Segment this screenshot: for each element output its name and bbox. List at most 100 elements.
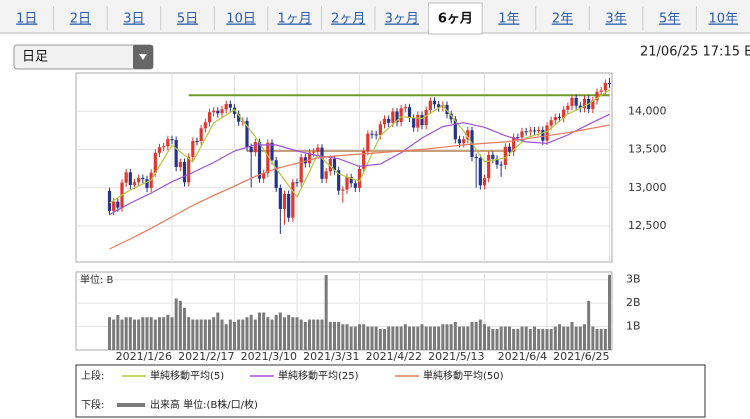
volume-bar (187, 317, 191, 350)
volume-bar (133, 319, 137, 350)
legend-label: 単純移動平均(50) (423, 369, 504, 382)
candle-body (395, 111, 399, 123)
volume-bar (520, 326, 524, 350)
tab[interactable]: 5年 (659, 12, 680, 27)
candle-body (357, 168, 362, 188)
candle-body (274, 160, 278, 188)
volume-bar (283, 317, 287, 350)
legend: 上段: 単純移動平均(5) 単純移動平均(25) 単純移動平均(50) 下段: 出来高 単… (81, 369, 504, 411)
volume-bar (462, 326, 466, 350)
volume-bar (166, 314, 170, 350)
candle-body (416, 115, 420, 128)
candle-body (324, 171, 328, 179)
volume-bar (441, 324, 445, 350)
volume-bar (233, 321, 237, 350)
candle-body (595, 91, 599, 101)
candle-body (228, 103, 232, 108)
tab[interactable]: 1ヶ月 (278, 12, 312, 27)
candle-body (399, 108, 403, 123)
volume-bar (174, 298, 178, 350)
x-tick-label: 2021/4/22 (366, 350, 422, 363)
dropdown[interactable]: 日足 (13, 44, 154, 70)
candle-body (132, 182, 137, 186)
tab[interactable]: 5日 (177, 12, 198, 27)
volume-bar (249, 314, 253, 350)
tab[interactable]: 3日 (123, 12, 144, 27)
candle-body (307, 152, 312, 164)
volume-bar (216, 312, 220, 350)
tab[interactable]: 3ヶ月 (385, 12, 419, 27)
legend-label: 単純移動平均(5) (150, 369, 224, 382)
volume-bar (533, 326, 537, 350)
volume-bar (545, 328, 549, 350)
tab[interactable]: 6ヶ月 (438, 12, 473, 27)
candle-body (412, 117, 416, 128)
volume-bar (353, 326, 357, 350)
tab[interactable]: 2年 (552, 12, 573, 27)
candle-body (366, 133, 370, 152)
tab[interactable]: 2ヶ月 (331, 12, 365, 27)
candle-body (266, 142, 270, 174)
volume-bar (474, 321, 478, 350)
volume-bar (541, 328, 545, 350)
volume-bar (587, 300, 591, 350)
candle-body (591, 100, 595, 109)
tab[interactable]: 2日 (70, 12, 91, 27)
candle-body (574, 97, 578, 106)
candle-body (499, 164, 503, 166)
volume-bar (162, 317, 166, 350)
candle-body (478, 158, 482, 186)
candle-body (445, 104, 449, 115)
volume-tick-label: 3B (626, 273, 641, 286)
volume-bar (195, 319, 199, 350)
candle-body (524, 131, 528, 133)
candle-body (457, 139, 462, 144)
volume-bar (428, 326, 432, 350)
volume-bar (433, 326, 437, 350)
candle-body (295, 182, 299, 184)
candle-body (549, 120, 553, 126)
tab[interactable]: 10日 (226, 12, 256, 27)
volume-bar (324, 275, 328, 350)
tab-selected[interactable] (428, 2, 483, 35)
candle-body (170, 139, 174, 141)
tab[interactable]: 1日 (16, 12, 37, 27)
candle-body (153, 152, 157, 173)
candle-body (599, 90, 603, 92)
candle-body (353, 183, 357, 188)
volume-bar (308, 319, 312, 350)
legend-box (75, 364, 706, 418)
candle-body (287, 193, 291, 218)
x-tick-label: 2021/5/13 (428, 350, 484, 363)
volume-bar (228, 319, 232, 350)
candle-body (303, 157, 307, 164)
y-tick-label: 13,500 (628, 143, 667, 156)
candle-body (566, 105, 570, 110)
candle-body (370, 133, 374, 135)
candle-body (199, 128, 203, 142)
candle-body (362, 151, 366, 169)
legend-label: 出来高 単位:(B株/口/枚) (150, 398, 258, 411)
candle-body (174, 139, 178, 168)
volume-bar (183, 307, 187, 350)
volume-bar (258, 312, 262, 350)
volume-bar (278, 312, 282, 350)
volume-bar (583, 324, 587, 350)
volume-bar (203, 319, 207, 350)
candle-body (541, 129, 545, 141)
volume-bar (224, 324, 228, 350)
tab[interactable]: 1年 (498, 12, 519, 27)
volume-bar (524, 326, 528, 350)
candle-body (107, 190, 112, 211)
volume-bar (578, 326, 582, 350)
volume-bar (241, 319, 245, 350)
candle-body (337, 170, 341, 191)
volume-bar (478, 319, 482, 350)
tab[interactable]: 3年 (605, 12, 626, 27)
candle-body (282, 193, 287, 209)
y-tick-label: 14,000 (628, 104, 667, 117)
volume-bar (558, 324, 562, 350)
y-tick-label: 12,500 (628, 219, 667, 232)
candle-body (212, 110, 216, 113)
tab[interactable]: 10年 (708, 12, 738, 27)
